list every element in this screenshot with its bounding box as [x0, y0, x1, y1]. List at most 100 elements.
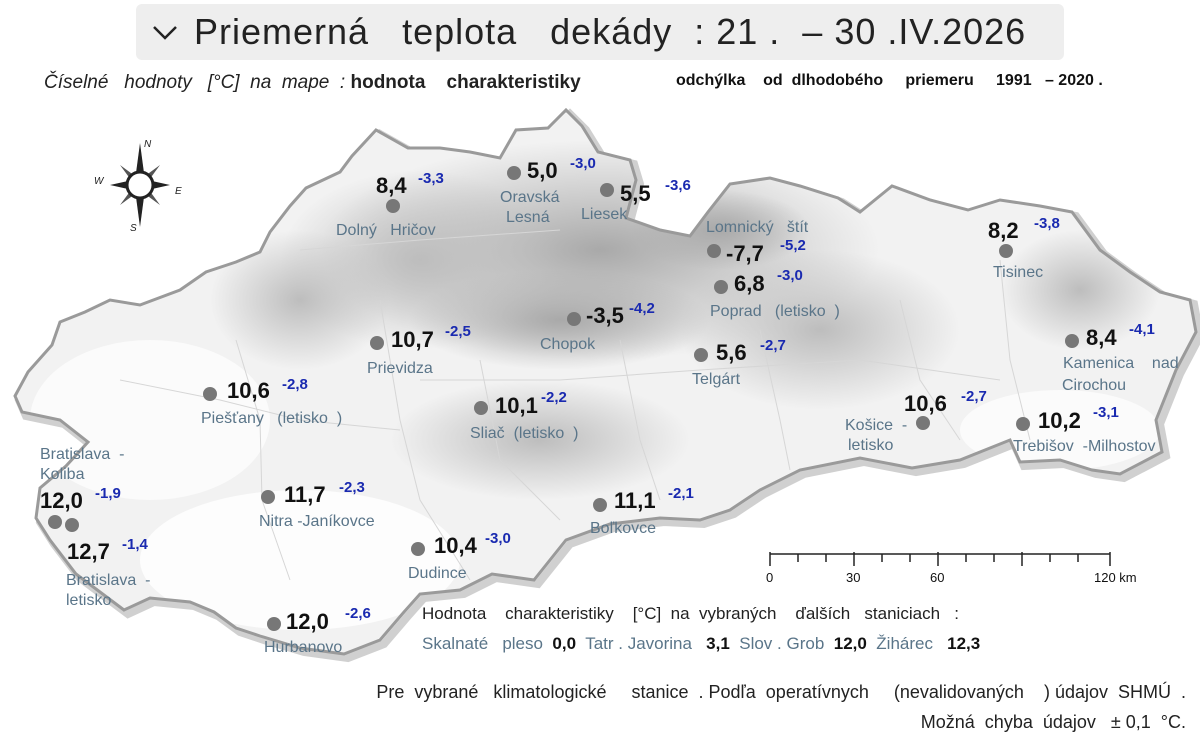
subtitle: Číselné hodnoty [°C] na mape : hodnota c… — [44, 72, 581, 94]
compass-east-label: E — [175, 186, 182, 197]
station-name: Oravská — [500, 189, 560, 206]
station-name: Sliač (letisko ) — [470, 425, 578, 442]
station-value: 10,7 — [391, 327, 434, 352]
station-marker — [203, 387, 217, 401]
scale-bar: 0 30 60 120 km — [766, 552, 1137, 585]
station-value: 12,7 — [67, 539, 110, 564]
station-1: 5,0 -3,0 Oravská Lesná — [500, 155, 596, 226]
station-marker — [48, 515, 62, 529]
station-value: 10,4 — [434, 533, 478, 558]
station-marker — [600, 183, 614, 197]
station-name: Dolný Hričov — [336, 222, 436, 239]
station-value: 5,5 — [620, 181, 651, 206]
station-deviation: -1,4 — [122, 536, 149, 553]
station-name: Lomnický štít — [706, 219, 809, 236]
station-marker — [593, 498, 607, 512]
station-deviation: -2,2 — [541, 389, 567, 406]
extra-station-name: Slov . Grob — [739, 634, 825, 653]
station-marker — [694, 348, 708, 362]
station-marker — [714, 280, 728, 294]
station-deviation: -2,7 — [961, 388, 987, 405]
chevron-down-icon[interactable] — [150, 17, 180, 47]
station-name: Dudince — [408, 565, 467, 582]
station-deviation: -3,0 — [777, 267, 803, 284]
station-16: 11,1 -2,1 Boľkovce — [590, 485, 694, 537]
station-deviation: -2,7 — [760, 337, 786, 354]
station-marker — [370, 336, 384, 350]
station-deviation: -2,5 — [445, 323, 471, 340]
station-name: Bratislava - — [40, 446, 124, 463]
station-value: 10,6 — [227, 378, 270, 403]
station-name: Piešťany (letisko ) — [201, 410, 342, 427]
station-name: Poprad (letisko ) — [710, 303, 840, 320]
station-6: 8,4 -4,1 Kamenica nad Cirochou — [1062, 321, 1179, 394]
station-14: 12,0 -1,9 Bratislava - Koliba — [40, 446, 124, 529]
station-name: Telgárt — [692, 371, 741, 388]
extra-station-name: Žihárec — [876, 634, 933, 653]
station-name: Nitra -Janíkovce — [259, 513, 375, 530]
station-12: 10,6 -2,7 Košice - letisko — [845, 388, 987, 454]
extra-station-name: Skalnaté pleso — [422, 634, 543, 653]
station-name: Košice - — [845, 417, 907, 434]
extra-stations-heading: Hodnota charakteristiky [°C] na vybranýc… — [422, 604, 959, 623]
extra-station-value: 12,3 — [947, 634, 981, 653]
footer-note: Pre vybrané klimatologické stanice . Pod… — [376, 682, 1186, 702]
station-deviation: -2,3 — [339, 479, 365, 496]
station-deviation: -3,6 — [665, 177, 691, 194]
station-deviation: -1,9 — [95, 485, 121, 502]
title-bar — [136, 4, 1064, 60]
station-10: 10,6 -2,8 Piešťany (letisko ) — [201, 376, 342, 427]
station-marker — [1065, 334, 1079, 348]
station-8: 10,7 -2,5 Prievidza — [367, 323, 471, 377]
station-deviation: -2,8 — [282, 376, 308, 393]
station-deviation: -3,1 — [1093, 404, 1119, 421]
station-deviation: -5,2 — [780, 237, 806, 254]
subtitle-lead: Číselné hodnoty [°C] na mape : — [44, 72, 351, 93]
station-name-line2: letisko — [66, 592, 111, 609]
station-4: 6,8 -3,0 Poprad (letisko ) — [710, 267, 840, 320]
station-marker — [567, 312, 581, 326]
station-value: 8,2 — [988, 218, 1019, 243]
station-18: 10,4 -3,0 Dudince — [408, 530, 511, 582]
station-value: 6,8 — [734, 271, 765, 296]
station-name: Tisinec — [993, 264, 1043, 281]
station-value: 10,2 — [1038, 408, 1081, 433]
station-name: Prievidza — [367, 360, 433, 377]
station-marker — [999, 244, 1013, 258]
station-value: 10,1 — [495, 393, 538, 418]
station-value: 11,1 — [614, 488, 656, 513]
station-marker — [507, 166, 521, 180]
compass-rose: N S E W — [94, 139, 182, 234]
station-value: 11,7 — [284, 482, 326, 507]
station-name-line2: letisko — [848, 437, 893, 454]
station-value: 5,6 — [716, 340, 747, 365]
station-name: Boľkovce — [590, 520, 656, 537]
station-value: 8,4 — [376, 173, 407, 198]
station-value: -3,5 — [586, 303, 624, 328]
station-11: 10,1 -2,2 Sliač (letisko ) — [470, 389, 578, 442]
station-deviation: -3,0 — [570, 155, 596, 172]
station-value: 5,0 — [527, 158, 558, 183]
station-name: Hurbanovo — [264, 639, 342, 656]
subtitle-bold: hodnota charakteristiky — [350, 72, 581, 93]
compass-west-label: W — [94, 176, 105, 187]
station-deviation: -4,1 — [1129, 321, 1155, 338]
station-deviation: -3,3 — [418, 170, 444, 187]
station-15: 11,7 -2,3 Nitra -Janíkovce — [259, 479, 375, 530]
station-value: 10,6 — [904, 391, 947, 416]
station-name-line2: Cirochou — [1062, 377, 1126, 394]
station-marker — [1016, 417, 1030, 431]
station-value: 8,4 — [1086, 325, 1117, 350]
station-marker — [916, 416, 930, 430]
station-name-line2: Koliba — [40, 466, 85, 483]
extra-stations-list: Skalnaté pleso 0,0 Tatr . Javorina 3,1 S… — [422, 634, 980, 654]
extra-station-value: 12,0 — [833, 634, 867, 653]
station-value: 12,0 — [286, 609, 329, 634]
station-deviation: -3,0 — [485, 530, 511, 547]
station-value: 12,0 — [40, 488, 83, 513]
station-9: 5,6 -2,7 Telgárt — [692, 337, 786, 388]
station-marker — [267, 617, 281, 631]
